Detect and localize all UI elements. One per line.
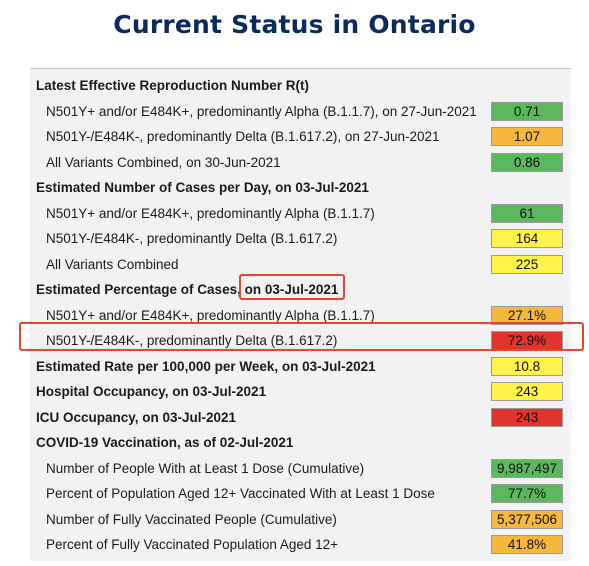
section-label: Estimated Number of Cases per Day, on 03…	[36, 180, 369, 195]
table-row: N501Y-/E484K-, predominantly Delta (B.1.…	[30, 328, 571, 354]
section-header-row: Estimated Percentage of Cases, on 03-Jul…	[30, 277, 571, 303]
table-row: N501Y+ and/or E484K+, predominantly Alph…	[30, 303, 571, 329]
section-label: ICU Occupancy, on 03-Jul-2021	[36, 409, 237, 425]
row-label: N501Y+ and/or E484K+, predominantly Alph…	[46, 307, 375, 323]
row-label: Percent of Population Aged 12+ Vaccinate…	[46, 486, 435, 501]
value-badge: 243	[491, 407, 563, 427]
delta-row-highlight-box	[19, 322, 584, 351]
value-badge: 10.8	[491, 356, 563, 376]
status-table: Latest Effective Reproduction Number R(t…	[30, 68, 571, 561]
row-label: Number of People With at Least 1 Dose (C…	[46, 460, 365, 476]
value-badge: 5,377,506	[491, 509, 563, 529]
section-label: Estimated Rate per 100,000 per Week, on …	[36, 358, 376, 374]
value-badge: 0.86	[491, 152, 563, 172]
section-label: Latest Effective Reproduction Number R(t…	[36, 78, 310, 93]
section-header-row: ICU Occupancy, on 03-Jul-2021 243	[30, 405, 571, 431]
value-badge: 0.71	[491, 101, 563, 121]
row-label: N501Y+ and/or E484K+, predominantly Alph…	[46, 205, 375, 221]
page-title: Current Status in Ontario	[113, 10, 476, 39]
row-label: Percent of Fully Vaccinated Population A…	[46, 537, 339, 552]
table-row: N501Y+ and/or E484K+, predominantly Alph…	[30, 201, 571, 227]
row-label: N501Y-/E484K-, predominantly Delta (B.1.…	[46, 231, 338, 246]
table-row: Number of People With at Least 1 Dose (C…	[30, 456, 571, 482]
row-label: Number of Fully Vaccinated People (Cumul…	[46, 511, 337, 527]
value-badge: 72.9%	[491, 331, 563, 350]
row-label: N501Y-/E484K-, predominantly Delta (B.1.…	[46, 333, 338, 348]
row-label: N501Y-/E484K-, predominantly Delta (B.1.…	[46, 129, 440, 144]
value-badge: 77.7%	[491, 484, 563, 503]
section-header-row: Estimated Rate per 100,000 per Week, on …	[30, 354, 571, 380]
value-badge: 164	[491, 229, 563, 248]
section-label: Estimated Percentage of Cases, on 03-Jul…	[36, 282, 339, 297]
section-header-row: COVID-19 Vaccination, as of 02-Jul-2021	[30, 430, 571, 456]
section-header-row: Latest Effective Reproduction Number R(t…	[30, 73, 571, 99]
table-row: N501Y-/E484K-, predominantly Delta (B.1.…	[30, 226, 571, 252]
table-row: N501Y-/E484K-, predominantly Delta (B.1.…	[30, 124, 571, 150]
section-header-row: Estimated Number of Cases per Day, on 03…	[30, 175, 571, 201]
row-label: N501Y+ and/or E484K+, predominantly Alph…	[46, 103, 477, 119]
table-row: Number of Fully Vaccinated People (Cumul…	[30, 507, 571, 533]
value-badge: 27.1%	[491, 305, 563, 325]
table-row: Percent of Fully Vaccinated Population A…	[30, 532, 571, 558]
section-label: Hospital Occupancy, on 03-Jul-2021	[36, 384, 267, 399]
section-label: COVID-19 Vaccination, as of 02-Jul-2021	[36, 435, 294, 450]
table-row: Percent of Population Aged 12+ Vaccinate…	[30, 481, 571, 507]
value-badge: 9,987,497	[491, 458, 563, 478]
value-badge: 41.8%	[491, 535, 563, 554]
row-label: All Variants Combined, on 30-Jun-2021	[46, 154, 281, 170]
value-badge: 1.07	[491, 127, 563, 146]
row-label: All Variants Combined	[46, 256, 179, 272]
date-highlight-box	[239, 274, 345, 300]
table-row: All Variants Combined, on 30-Jun-2021 0.8…	[30, 150, 571, 176]
value-badge: 243	[491, 382, 563, 401]
table-row: All Variants Combined 225	[30, 252, 571, 278]
section-header-row: Hospital Occupancy, on 03-Jul-2021 243	[30, 379, 571, 405]
value-badge: 225	[491, 254, 563, 274]
table-row: N501Y+ and/or E484K+, predominantly Alph…	[30, 99, 571, 125]
value-badge: 61	[491, 203, 563, 223]
